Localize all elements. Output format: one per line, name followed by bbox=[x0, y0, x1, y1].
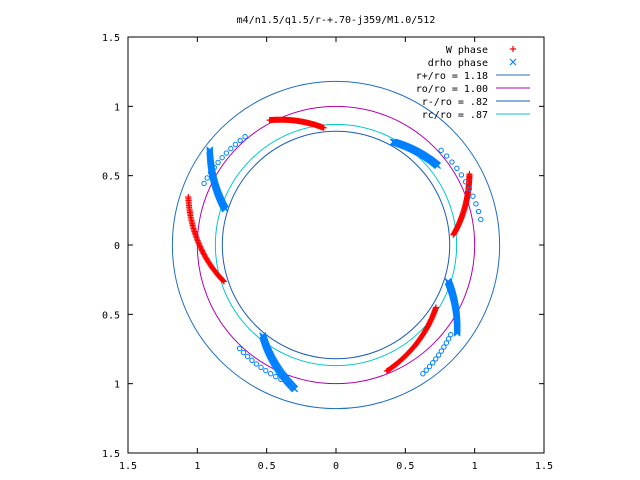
data-point bbox=[385, 367, 392, 374]
y-tick-label: 0.5 bbox=[102, 310, 120, 321]
legend-label: W phase bbox=[446, 45, 488, 56]
legend-label: r+/ro = 1.18 bbox=[416, 71, 488, 82]
data-point bbox=[207, 169, 214, 176]
data-point bbox=[443, 340, 450, 346]
legend: W phase drho phase r+/ro = 1.18 ro/ro = 1.0… bbox=[416, 45, 530, 121]
data-point bbox=[211, 164, 217, 171]
x-tick-label: 1.5 bbox=[119, 461, 137, 472]
data-point bbox=[478, 216, 484, 223]
data-point bbox=[278, 376, 284, 383]
data-point bbox=[453, 326, 461, 334]
data-point bbox=[448, 331, 454, 338]
legend-swatch bbox=[510, 46, 516, 52]
legend-label: ro/ro = 1.00 bbox=[416, 84, 488, 95]
data-point bbox=[438, 348, 445, 354]
x-tick-label: 0 bbox=[333, 461, 339, 472]
data-point bbox=[204, 175, 210, 181]
data-point bbox=[244, 353, 251, 360]
y-tick-label: 1 bbox=[114, 102, 120, 113]
data-point bbox=[232, 141, 239, 148]
x-tick-label: 1 bbox=[194, 461, 200, 472]
data-point bbox=[449, 159, 455, 165]
data-point bbox=[215, 159, 221, 166]
data-point bbox=[185, 194, 192, 201]
y-tick-label: 1 bbox=[114, 380, 120, 391]
data-point bbox=[462, 179, 469, 185]
data-point bbox=[443, 153, 450, 159]
data-point bbox=[223, 150, 230, 156]
data-point bbox=[206, 146, 214, 154]
data-point bbox=[198, 246, 205, 253]
data-point bbox=[430, 360, 436, 366]
data-point bbox=[453, 329, 461, 337]
x-tick-label: 1.5 bbox=[535, 461, 553, 472]
x-tick-label: 1 bbox=[472, 461, 478, 472]
data-point bbox=[199, 248, 206, 255]
data-point bbox=[423, 367, 429, 373]
data-points bbox=[185, 46, 517, 393]
data-point bbox=[475, 208, 482, 215]
data-point bbox=[283, 379, 289, 385]
data-point bbox=[240, 349, 247, 356]
data-point bbox=[200, 250, 207, 257]
legend-label: r-/ro = .82 bbox=[422, 97, 488, 108]
data-point bbox=[258, 364, 264, 371]
data-point bbox=[383, 367, 390, 374]
data-point bbox=[253, 361, 260, 367]
data-point bbox=[445, 336, 452, 342]
data-point bbox=[237, 137, 243, 144]
legend-swatch bbox=[509, 58, 517, 66]
data-point bbox=[242, 133, 248, 140]
legend-label: drho phase bbox=[428, 58, 488, 69]
data-point bbox=[206, 148, 214, 156]
data-point bbox=[433, 356, 439, 362]
axis-ticks: 1.5 1 0.5 0 0.5 1 1.51.510.500.511.5 bbox=[102, 33, 553, 472]
data-point bbox=[470, 193, 476, 199]
reference-circle bbox=[221, 130, 451, 360]
data-point bbox=[201, 180, 207, 187]
data-point bbox=[434, 162, 442, 170]
reference-circle bbox=[214, 123, 458, 367]
y-tick-label: 0 bbox=[114, 241, 120, 252]
data-point bbox=[438, 147, 444, 154]
data-point bbox=[454, 165, 460, 172]
data-point bbox=[199, 247, 206, 254]
data-point bbox=[320, 124, 327, 131]
data-point bbox=[435, 352, 442, 358]
reference-circles bbox=[171, 80, 501, 410]
data-point bbox=[228, 145, 234, 152]
data-point bbox=[263, 367, 269, 374]
chart-title: m4/n1.5/q1.5/r-+.70-j359/M1.0/512 bbox=[237, 15, 436, 26]
x-tick-label: 0.5 bbox=[396, 461, 414, 472]
y-tick-label: 1.5 bbox=[102, 33, 120, 44]
data-point bbox=[453, 327, 461, 335]
data-point bbox=[450, 231, 457, 238]
data-point bbox=[441, 344, 447, 350]
data-point bbox=[273, 373, 279, 380]
data-point bbox=[473, 201, 479, 207]
legend-label: rc/ro = .87 bbox=[422, 110, 488, 121]
data-point bbox=[458, 172, 465, 178]
data-point bbox=[249, 357, 255, 363]
reference-circle bbox=[171, 80, 501, 410]
data-point bbox=[420, 371, 426, 377]
data-point bbox=[206, 147, 214, 155]
data-point bbox=[259, 332, 267, 339]
y-tick-label: 1.5 bbox=[102, 449, 120, 460]
data-point bbox=[219, 154, 225, 161]
reference-circle bbox=[196, 105, 476, 385]
data-point bbox=[236, 345, 243, 352]
data-point bbox=[466, 186, 473, 192]
x-tick-label: 0.5 bbox=[258, 461, 276, 472]
data-point bbox=[267, 371, 274, 377]
data-point bbox=[453, 328, 461, 336]
data-point bbox=[426, 363, 433, 370]
y-tick-label: 0.5 bbox=[102, 172, 120, 183]
